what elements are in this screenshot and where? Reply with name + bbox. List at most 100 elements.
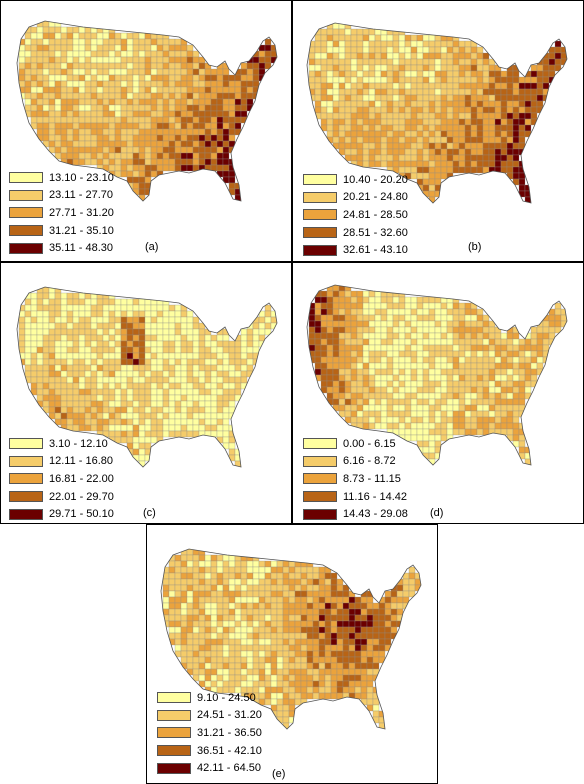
county-cell: [246, 626, 254, 634]
county-cell: [374, 332, 382, 340]
county-cell: [138, 442, 146, 450]
county-cell: [162, 74, 170, 82]
county-cell: [350, 28, 358, 36]
county-cell: [204, 560, 212, 568]
county-cell: [168, 316, 176, 324]
county-cell: [374, 118, 382, 126]
county-cell: [222, 370, 230, 378]
county-cell: [162, 424, 170, 432]
county-cell: [476, 404, 484, 412]
county-cell: [512, 118, 520, 126]
county-cell: [84, 316, 92, 324]
county-cell: [246, 554, 254, 562]
county-cell: [42, 340, 50, 348]
county-cell: [314, 338, 322, 346]
county-cell: [72, 122, 80, 130]
county-cell: [428, 332, 436, 340]
county-cell: [342, 686, 350, 694]
county-cell: [464, 368, 472, 376]
legend-item: 14.43 - 29.08: [303, 505, 408, 523]
county-cell: [234, 358, 242, 366]
county-cell: [204, 412, 212, 420]
county-cell: [144, 62, 152, 70]
county-cell: [24, 352, 32, 360]
county-cell: [30, 56, 38, 64]
county-cell: [108, 322, 116, 330]
county-cell: [354, 680, 362, 688]
county-cell: [312, 674, 320, 682]
county-cell: [66, 134, 74, 142]
county-cell: [476, 350, 484, 358]
county-cell: [282, 662, 290, 670]
county-cell: [530, 338, 538, 346]
county-cell: [174, 590, 182, 598]
county-cell: [482, 76, 490, 84]
county-cell: [186, 406, 194, 414]
county-cell: [198, 394, 206, 402]
county-cell: [294, 638, 302, 646]
county-cell: [282, 596, 290, 604]
county-cell: [84, 56, 92, 64]
county-cell: [404, 314, 412, 322]
county-cell: [210, 632, 218, 640]
county-cell: [428, 100, 436, 108]
county-cell: [368, 308, 376, 316]
legend-range-label: 24.51 - 31.20: [197, 709, 262, 722]
county-cell: [150, 92, 158, 100]
county-cell: [210, 578, 218, 586]
county-cell: [216, 352, 224, 360]
county-cell: [452, 40, 460, 48]
county-cell: [390, 620, 398, 628]
county-cell: [312, 620, 320, 628]
county-cell: [228, 370, 236, 378]
county-cell: [458, 362, 466, 370]
panel-label-d: (d): [430, 507, 444, 519]
county-cell: [102, 86, 110, 94]
county-cell: [440, 302, 448, 310]
county-cell: [332, 52, 340, 60]
county-cell: [72, 400, 80, 408]
county-cell: [392, 302, 400, 310]
county-cell: [360, 662, 368, 670]
county-cell: [368, 344, 376, 352]
county-cell: [362, 160, 370, 168]
county-cell: [30, 68, 38, 76]
county-cell: [162, 122, 170, 130]
county-cell: [392, 28, 400, 36]
county-cell: [416, 58, 424, 66]
county-cell: [452, 154, 460, 162]
county-cell: [500, 338, 508, 346]
county-cell: [156, 382, 164, 390]
county-cell: [96, 364, 104, 372]
county-cell: [90, 346, 98, 354]
county-cell: [108, 412, 116, 420]
county-cell: [506, 344, 514, 352]
county-cell: [344, 23, 352, 30]
county-cell: [90, 134, 98, 142]
county-cell: [276, 620, 284, 628]
county-cell: [96, 146, 104, 154]
county-cell: [360, 692, 368, 700]
county-cell: [60, 316, 68, 324]
county-cell: [374, 124, 382, 132]
legend-range-label: 31.21 - 36.50: [197, 726, 262, 739]
county-cell: [174, 400, 182, 408]
county-cell: [332, 374, 340, 382]
county-cell: [338, 368, 346, 376]
county-cell: [416, 386, 424, 394]
legend-range-label: 27.71 - 31.20: [49, 206, 114, 219]
county-cell: [446, 136, 454, 144]
county-cell: [392, 374, 400, 382]
county-cell: [252, 674, 260, 682]
county-cell: [332, 338, 340, 346]
county-cell: [362, 398, 370, 406]
county-cell: [108, 62, 116, 70]
county-cell: [90, 334, 98, 342]
county-cell: [144, 140, 152, 148]
county-cell: [320, 350, 328, 358]
county-cell: [380, 112, 388, 120]
county-cell: [30, 346, 38, 354]
county-cell: [42, 98, 50, 106]
county-cell: [378, 650, 386, 658]
county-cell: [326, 302, 334, 310]
